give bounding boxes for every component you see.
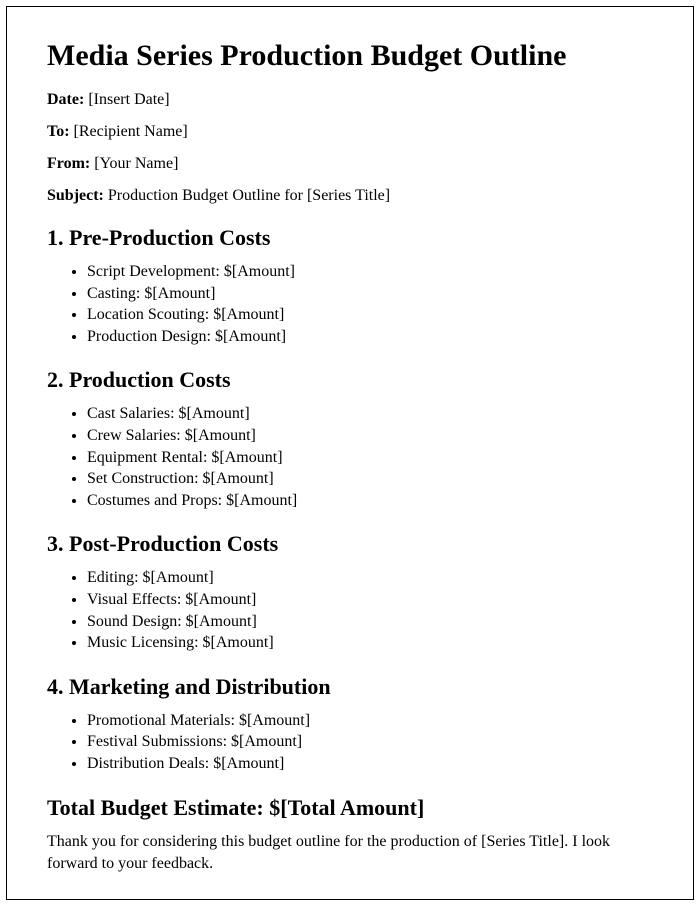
meta-from-label: From: [47, 155, 90, 172]
list-item: Music Licensing: $[Amount] [87, 632, 653, 654]
list-item: Set Construction: $[Amount] [87, 468, 653, 490]
section-heading-3: 3. Post-Production Costs [47, 531, 653, 557]
total-heading: Total Budget Estimate: $[Total Amount] [47, 795, 653, 821]
section-heading-1: 1. Pre-Production Costs [47, 225, 653, 251]
page-title: Media Series Production Budget Outline [47, 39, 653, 73]
meta-from: From: [Your Name] [47, 155, 653, 173]
list-item: Festival Submissions: $[Amount] [87, 731, 653, 753]
meta-date-value: [Insert Date] [84, 91, 169, 108]
section-list-2: Cast Salaries: $[Amount] Crew Salaries: … [47, 403, 653, 511]
meta-subject-label: Subject: [47, 187, 104, 204]
section-list-4: Promotional Materials: $[Amount] Festiva… [47, 710, 653, 775]
meta-to: To: [Recipient Name] [47, 123, 653, 141]
meta-from-value: [Your Name] [90, 155, 178, 172]
list-item: Promotional Materials: $[Amount] [87, 710, 653, 732]
section-list-1: Script Development: $[Amount] Casting: $… [47, 261, 653, 347]
list-item: Production Design: $[Amount] [87, 326, 653, 348]
list-item: Script Development: $[Amount] [87, 261, 653, 283]
list-item: Cast Salaries: $[Amount] [87, 403, 653, 425]
meta-subject-value: Production Budget Outline for [Series Ti… [104, 187, 390, 204]
list-item: Costumes and Props: $[Amount] [87, 490, 653, 512]
list-item: Editing: $[Amount] [87, 567, 653, 589]
list-item: Equipment Rental: $[Amount] [87, 447, 653, 469]
list-item: Distribution Deals: $[Amount] [87, 753, 653, 775]
meta-to-value: [Recipient Name] [70, 123, 188, 140]
section-heading-2: 2. Production Costs [47, 367, 653, 393]
meta-date: Date: [Insert Date] [47, 91, 653, 109]
section-heading-4: 4. Marketing and Distribution [47, 674, 653, 700]
list-item: Location Scouting: $[Amount] [87, 304, 653, 326]
section-list-3: Editing: $[Amount] Visual Effects: $[Amo… [47, 567, 653, 653]
list-item: Visual Effects: $[Amount] [87, 589, 653, 611]
closing-paragraph: Thank you for considering this budget ou… [47, 831, 653, 876]
list-item: Casting: $[Amount] [87, 283, 653, 305]
meta-date-label: Date: [47, 91, 84, 108]
meta-subject: Subject: Production Budget Outline for [… [47, 187, 653, 205]
list-item: Sound Design: $[Amount] [87, 611, 653, 633]
meta-to-label: To: [47, 123, 70, 140]
list-item: Crew Salaries: $[Amount] [87, 425, 653, 447]
document-page: Media Series Production Budget Outline D… [6, 6, 694, 900]
